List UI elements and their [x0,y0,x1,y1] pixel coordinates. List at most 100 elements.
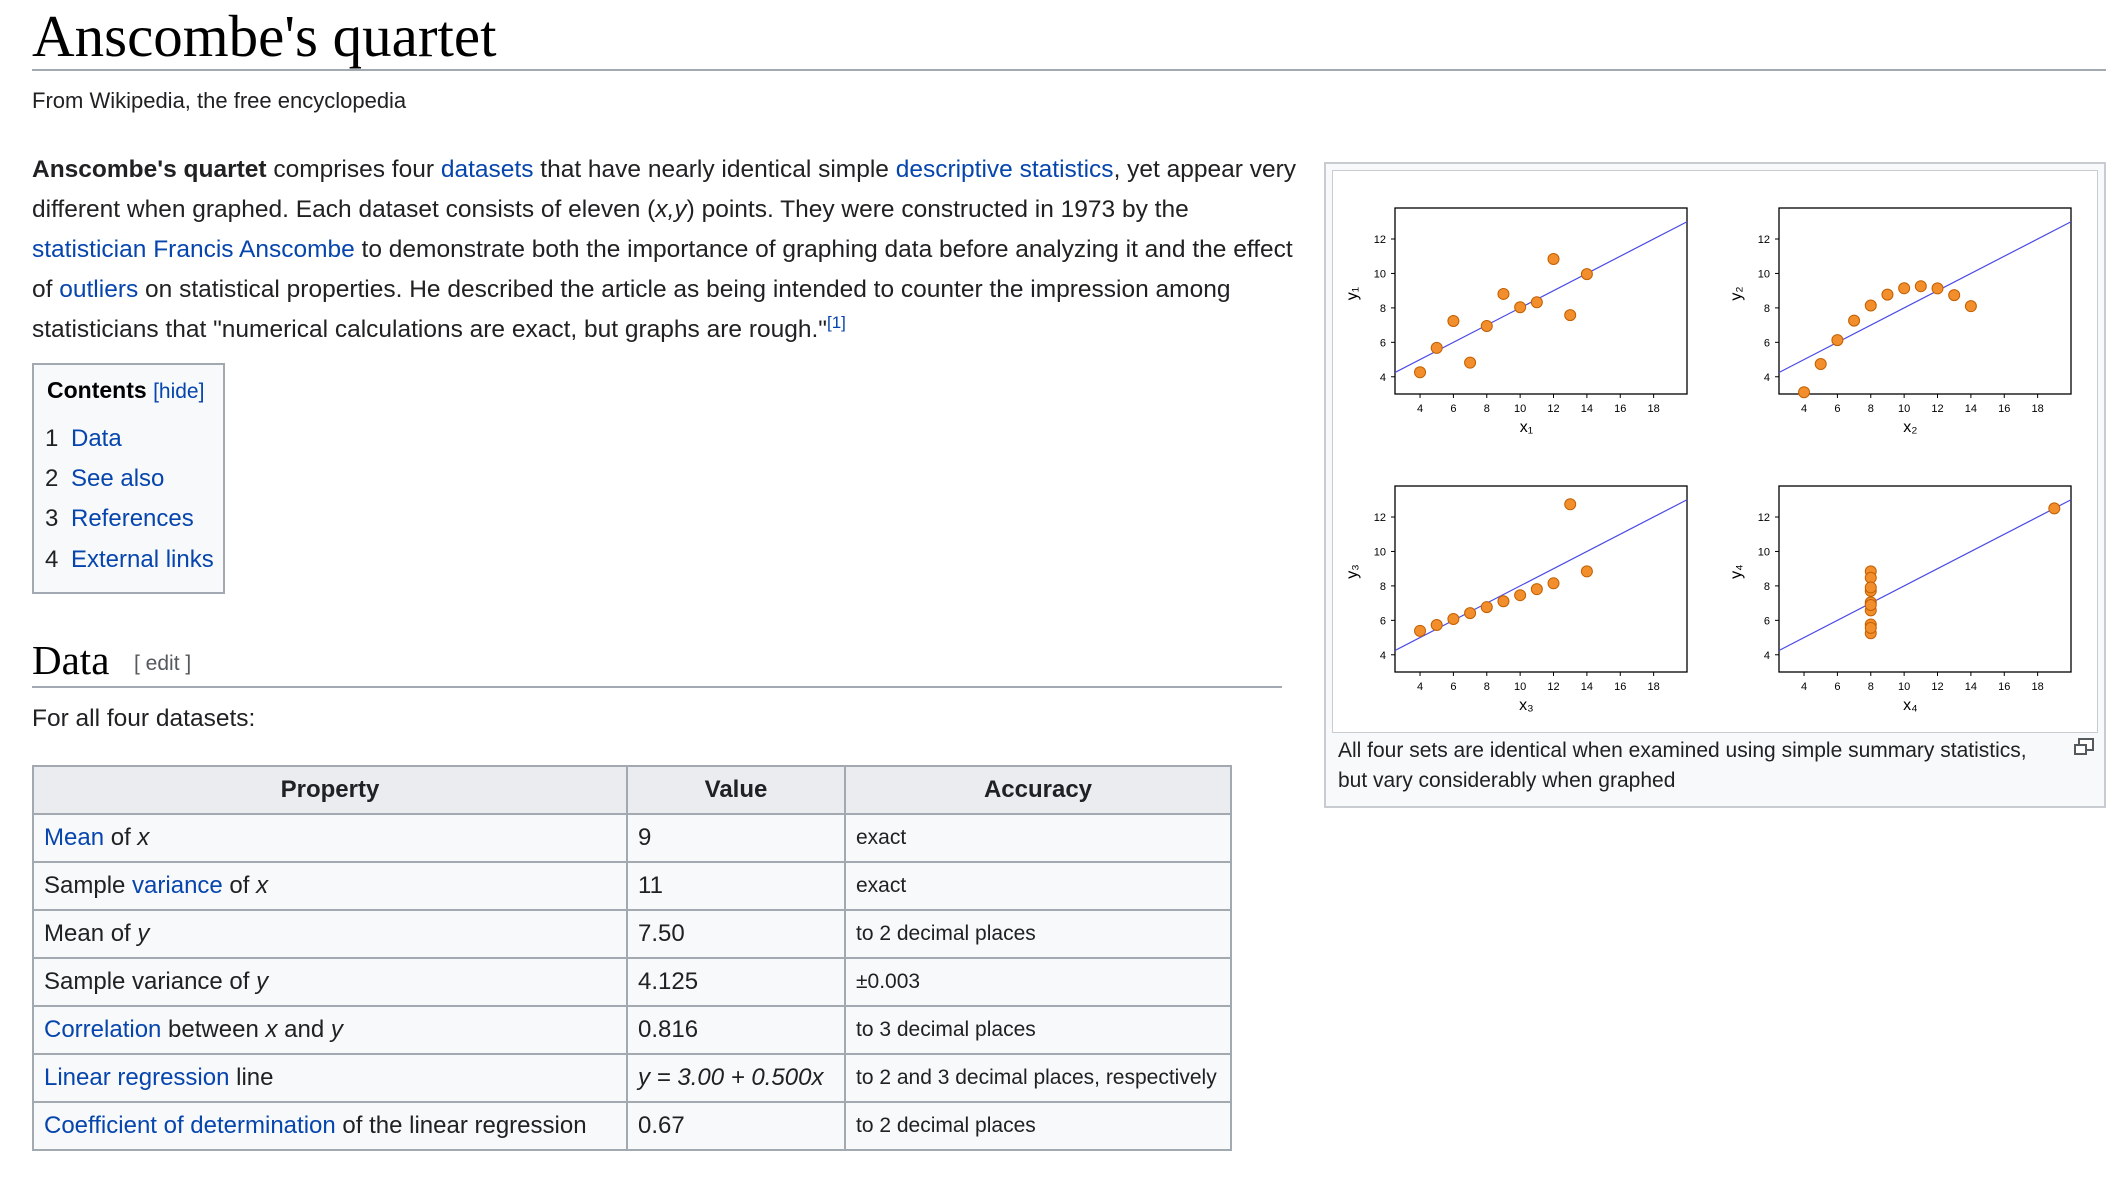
toc-item-references[interactable]: 3 References [45,505,194,533]
reference-1-link[interactable]: [1] [827,313,846,332]
data-point [1514,589,1527,602]
column-header-value: Value [626,765,846,815]
toc-hide-toggle[interactable]: [hide] [153,380,205,403]
accuracy-cell: to 2 and 3 decimal places, respectively [844,1053,1232,1103]
data-point [1881,288,1894,301]
accuracy-cell: ±0.003 [844,957,1232,1007]
toc-link[interactable]: Data [71,425,122,452]
x-axis-label: x₂ [1903,419,1917,436]
regression-line [1394,221,1688,374]
x-tick-label: 10 [1514,681,1526,693]
link-linear-regression[interactable]: Linear regression [44,1064,230,1091]
table-row: Sample variance of y 4.125 ±0.003 [32,957,1232,1007]
toc-link[interactable]: See also [71,465,165,492]
link-correlation[interactable]: Correlation [44,1016,162,1043]
y-tick-label: 4 [1764,650,1770,662]
x-tick-label: 6 [1834,403,1840,415]
table-row: Mean of y 7.50 to 2 decimal places [32,909,1232,959]
link-datasets[interactable]: datasets [440,156,534,183]
data-point [1864,621,1877,634]
data-point [1530,296,1543,309]
accuracy-cell: exact [844,861,1232,911]
property-text: Mean of [44,920,138,947]
y-tick-label: 12 [1374,512,1386,524]
x-tick-label: 14 [1965,681,1977,693]
x-axis-label: x₄ [1903,697,1918,714]
property-text: Sample [44,872,133,899]
section-divider [32,686,1282,688]
x-tick-label: 18 [2032,681,2044,693]
y-tick-label: 4 [1380,650,1386,662]
toc-item-see-also[interactable]: 2 See also [45,465,164,493]
intro-text: on statistical properties. He described … [32,276,1231,343]
data-point [1530,583,1543,596]
enlarge-icon[interactable] [2074,738,2094,755]
value-cell: 4.125 [626,957,846,1007]
y-tick-label: 12 [1758,512,1770,524]
x-tick-label: 18 [1648,681,1660,693]
accuracy-cell: to 2 decimal places [844,909,1232,959]
intro-text: comprises four [266,156,441,183]
data-point [1480,319,1493,332]
accuracy-cell: to 3 decimal places [844,1005,1232,1055]
table-row: Mean of x 9 exact [32,813,1232,863]
toc-item-data[interactable]: 1 Data [45,425,122,453]
toc-number: 2 [45,465,59,492]
y-axis-label: y₃ [1344,564,1361,579]
property-text: and [277,1016,331,1043]
property-variable: x [137,824,150,851]
table-of-contents: Contents [hide] 1 Data 2 See also 3 Referen… [32,363,225,594]
accuracy-cell: exact [844,813,1232,863]
link-descriptive-statistics[interactable]: descriptive statistics [895,156,1114,183]
x-tick-label: 8 [1868,403,1874,415]
link-outliers[interactable]: outliers [59,276,139,303]
property-cell: Sample variance of y [32,957,628,1007]
data-point [1464,607,1477,620]
link-francis-anscombe[interactable]: Francis Anscombe [153,236,355,263]
link-coefficient-of-determination[interactable]: Coefficient of determination [44,1112,336,1139]
x-tick-label: 8 [1868,681,1874,693]
toc-link[interactable]: References [71,505,194,532]
table-row: Sample variance of x 11 exact [32,861,1232,911]
y-tick-label: 10 [1374,268,1386,280]
y-tick-label: 8 [1764,581,1770,593]
intro-text: ) points. They were constructed in 1973 … [686,196,1189,223]
plot-frame [1778,485,2072,673]
property-cell: Mean of y [32,909,628,959]
y-tick-label: 10 [1758,268,1770,280]
x-tick-label: 18 [1648,403,1660,415]
property-cell: Linear regression line [32,1053,628,1103]
y-tick-label: 6 [1380,615,1386,627]
property-text: of [222,872,257,899]
x-tick-label: 14 [1965,403,1977,415]
y-tick-label: 10 [1374,546,1386,558]
intro-subject: Anscombe's quartet [32,156,267,183]
intro-text: that have nearly identical simple [533,156,896,183]
section-edit-link[interactable]: [ edit ] [134,652,192,675]
data-point [1864,599,1877,612]
page-title: Anscombe's quartet [32,3,497,69]
data-point [1464,356,1477,369]
anscombe-quartet-chart[interactable]: 4 6 8 10 12 14 16 18 4 6 8 10 12 x₁ y₁ 4 6 8 10 12 14 16 18 4 6 8… [1332,170,2098,733]
link-variance[interactable]: variance [132,872,223,899]
x-tick-label: 10 [1514,403,1526,415]
link-statistician[interactable]: statistician [32,236,147,263]
data-point [1480,601,1493,614]
data-point [1580,565,1593,578]
x-tick-label: 14 [1581,403,1593,415]
title-divider [32,69,2106,71]
y-tick-label: 12 [1374,234,1386,246]
link-mean[interactable]: Mean [44,824,105,851]
toc-item-external-links[interactable]: 4 External links [45,546,214,574]
property-variable: x [256,872,269,899]
x-tick-label: 4 [1801,681,1807,693]
column-header-property: Property [32,765,628,815]
table-row: Correlation between x and y 0.816 to 3 d… [32,1005,1232,1055]
table-row: Linear regression line y = 3.00 + 0.500x… [32,1053,1232,1103]
toc-link[interactable]: External links [71,546,214,573]
toc-number: 3 [45,505,59,532]
property-text: of the linear regression [335,1112,587,1139]
table-header-row: Property Value Accuracy [32,765,1232,815]
data-point [1831,334,1844,347]
toc-title: Contents [47,377,147,403]
